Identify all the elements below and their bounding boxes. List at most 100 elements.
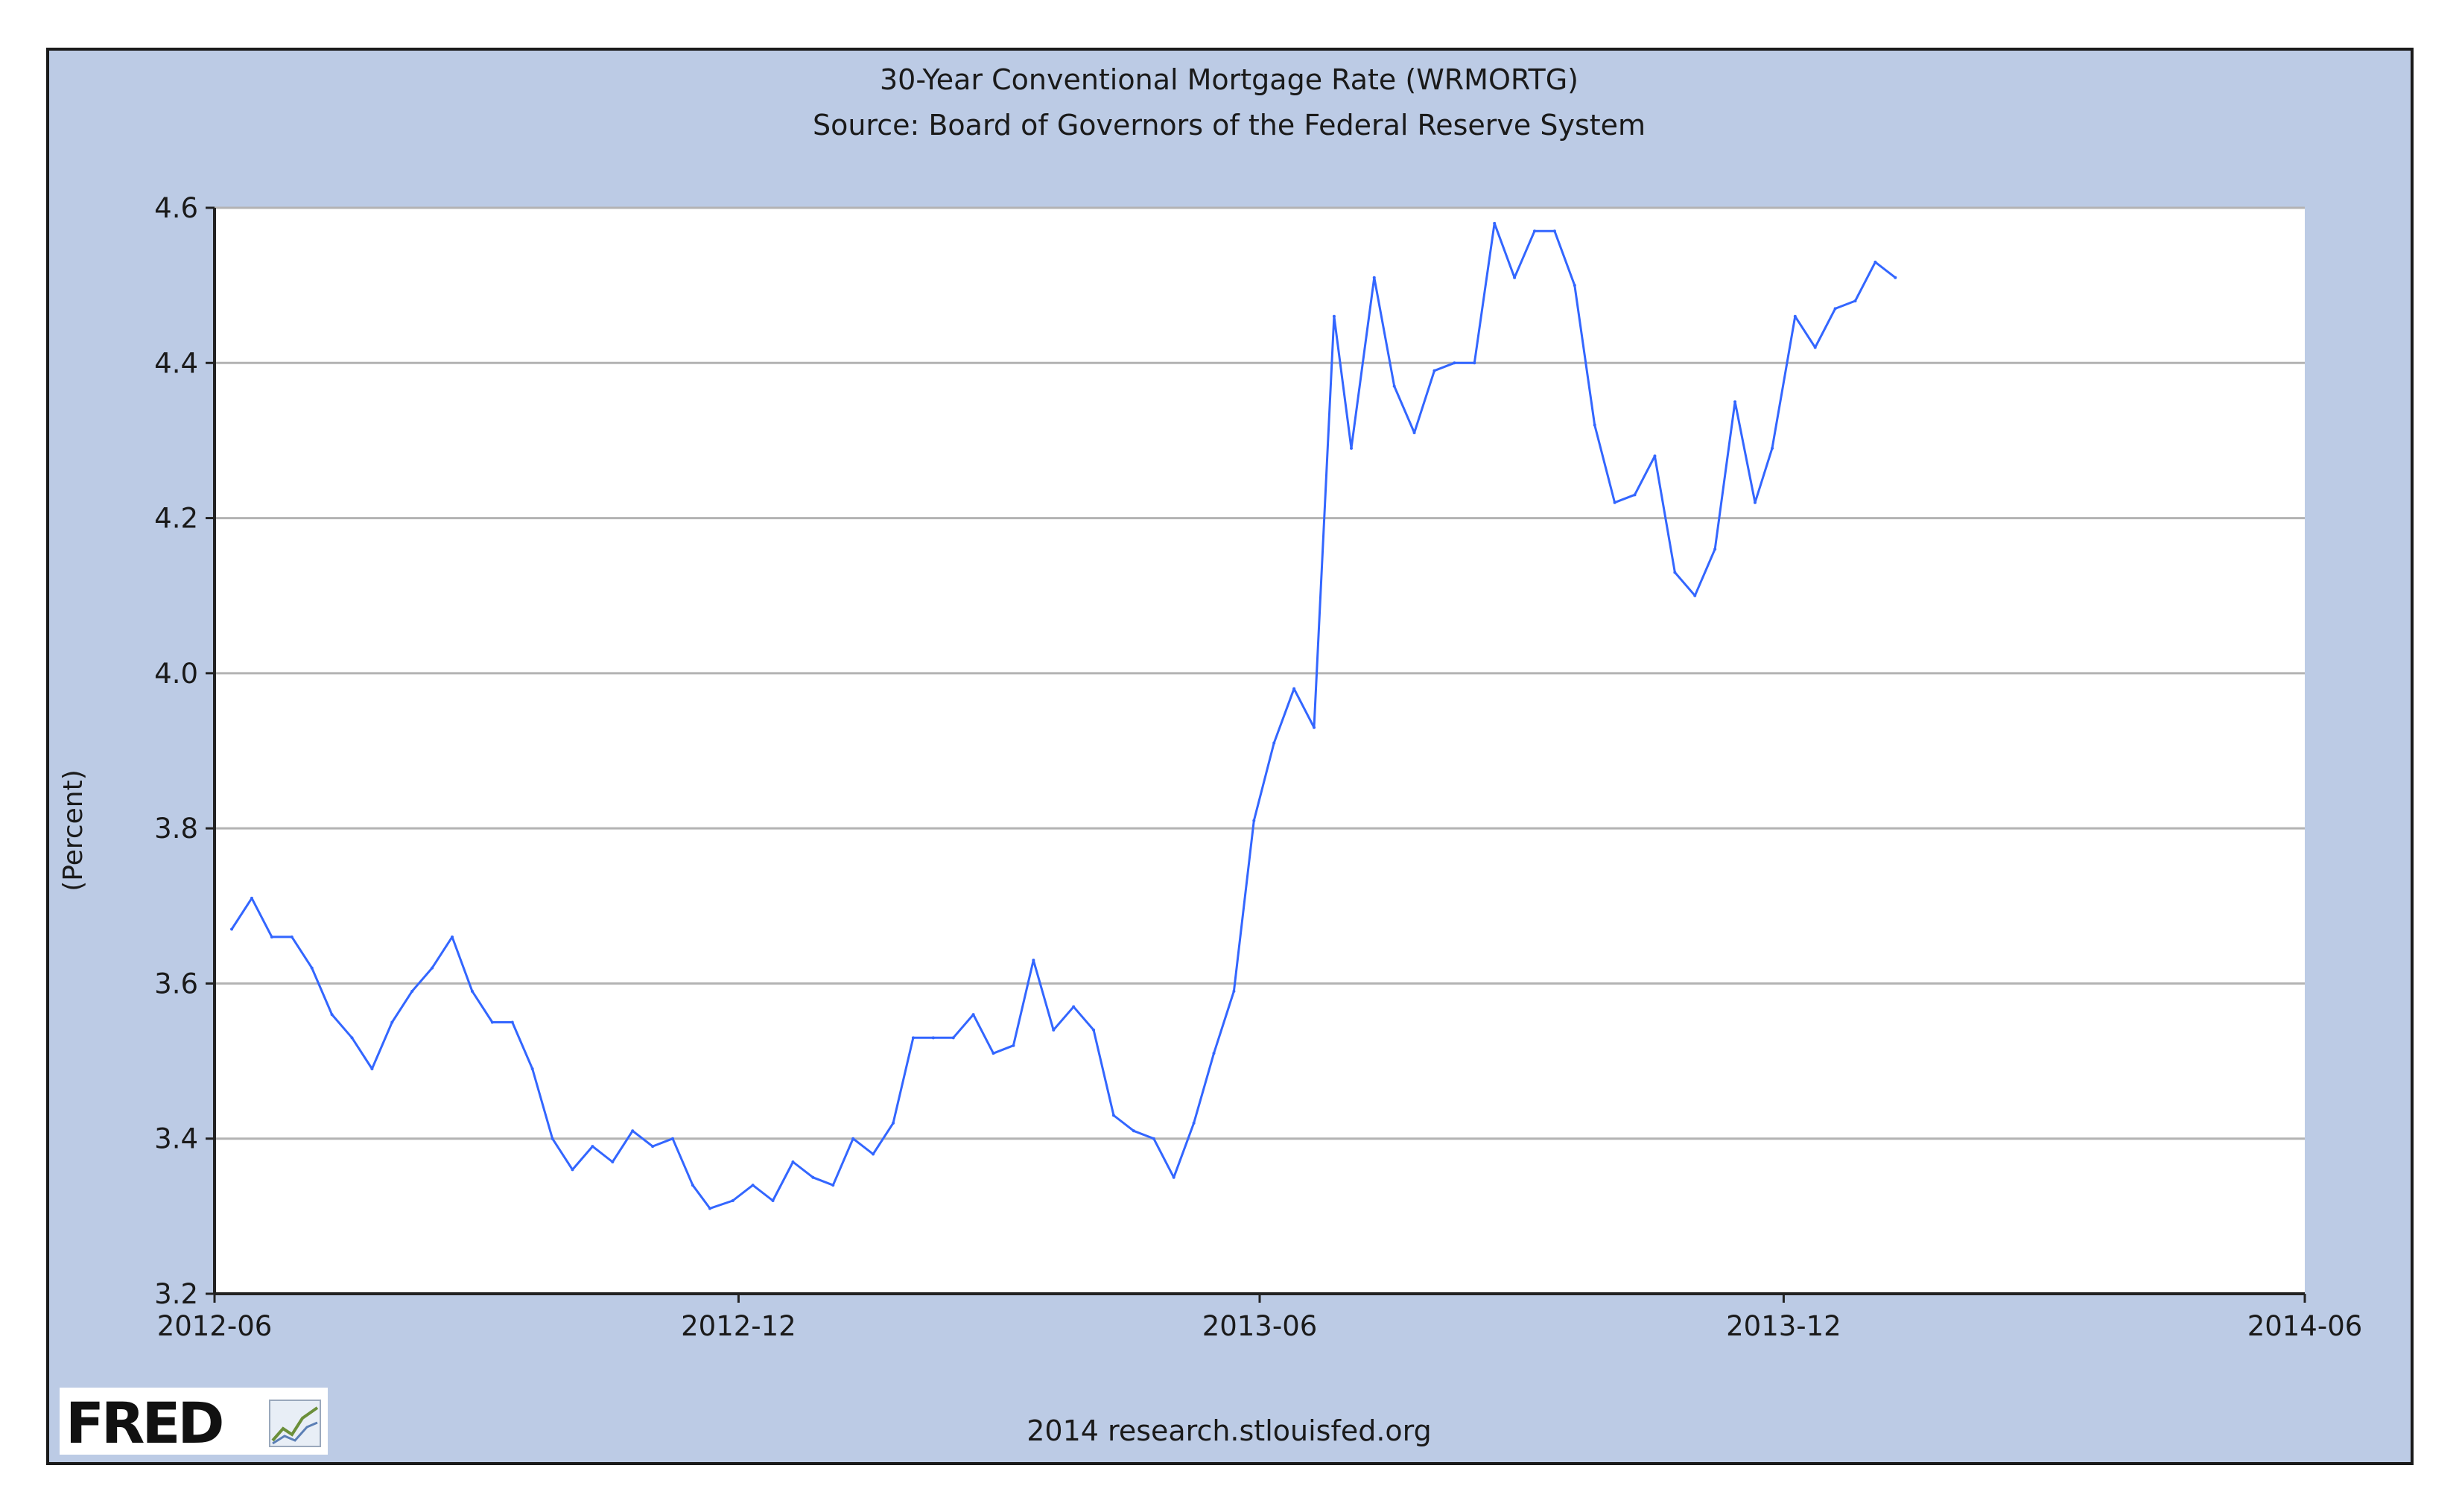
data-point [1713,547,1717,551]
y-axis-tick-labels: 3.2 3.4 3.6 3.8 4.0 4.2 4.4 4.6 [154,192,198,1310]
data-point [1613,501,1616,504]
fred-logo[interactable]: FRED [60,1388,328,1456]
data-point [872,1152,875,1156]
data-point [1793,314,1797,318]
data-point [751,1184,755,1187]
data-point [470,989,474,993]
fred-chart-icon [269,1400,321,1447]
data-point [1372,276,1376,279]
data-point [671,1137,675,1140]
data-point [410,989,414,993]
data-point [310,966,314,970]
axes [213,208,2306,1303]
data-point [851,1137,855,1140]
chart-title: 30-Year Conventional Mortgage Rate (WRMO… [880,63,1578,96]
data-point [691,1184,694,1187]
data-point [270,935,273,938]
chart-subtitle: Source: Board of Governors of the Federa… [813,109,1646,142]
data-point [1833,307,1837,311]
data-point [1292,687,1296,690]
data-point [1332,314,1336,318]
data-point [1212,1052,1216,1055]
data-point [1753,501,1757,504]
x-tick-label: 2013-12 [1726,1310,1841,1342]
x-tick-label: 2013-06 [1202,1310,1318,1342]
data-point [1453,361,1456,365]
data-point [1252,819,1256,822]
x-tick-label: 2014-06 [2247,1310,2363,1342]
data-point [1894,276,1897,279]
data-point [1132,1129,1135,1133]
data-point [1111,1114,1115,1117]
data-point [1552,229,1556,233]
data-point [1412,431,1416,435]
data-point [1152,1137,1155,1140]
data-point [631,1129,635,1133]
data-point [1873,260,1877,264]
data-point [1232,989,1236,993]
x-tick-label: 2012-06 [157,1310,273,1342]
series-line-wrmortg [230,222,1897,1210]
data-point [490,1020,494,1024]
data-point [1513,276,1517,279]
y-tick-label: 4.0 [154,658,198,690]
data-point [771,1199,775,1203]
series-data-points [230,221,1897,1210]
data-point [1172,1175,1175,1179]
data-point [1771,446,1774,450]
data-point [1313,725,1316,729]
y-tick-label: 4.6 [154,192,198,224]
data-point [791,1160,795,1163]
data-point [1012,1044,1015,1047]
data-point [1052,1028,1056,1032]
data-point [911,1036,915,1040]
y-tick-label: 3.6 [154,968,198,1000]
gridlines [206,206,2305,1295]
plot-area [215,208,2305,1294]
data-point [1853,299,1857,302]
data-point [991,1052,995,1055]
data-point [708,1207,711,1210]
data-point [451,935,454,938]
data-point [350,1036,354,1040]
data-point [951,1036,955,1040]
data-point [971,1013,975,1017]
y-tick-label: 4.2 [154,503,198,535]
data-point [1272,741,1276,745]
data-point [230,927,234,931]
y-tick-label: 3.8 [154,813,198,845]
x-axis-tick-labels: 2012-06 2012-12 2013-06 2013-12 2014-06 [157,1310,2363,1342]
data-point [530,1067,534,1070]
data-point [591,1145,594,1149]
data-point [1533,229,1537,233]
data-point [1092,1028,1096,1032]
data-point [1693,594,1697,597]
data-point [931,1036,935,1040]
data-point [390,1020,394,1024]
data-point [891,1121,895,1125]
data-point [651,1145,655,1149]
data-point [1473,361,1476,365]
x-tick-label: 2012-12 [681,1310,796,1342]
y-tick-label: 4.4 [154,347,198,379]
data-point [831,1184,835,1187]
data-point [1633,493,1637,497]
data-point [731,1199,734,1203]
y-tick-label: 3.4 [154,1123,198,1155]
data-point [1072,1005,1076,1008]
data-point [1392,384,1396,388]
data-point [330,1013,334,1017]
data-point [551,1137,554,1140]
data-point [250,896,253,900]
data-point [1653,454,1657,458]
data-point [370,1067,374,1070]
footer-credit[interactable]: 2014 research.stlouisfed.org [1027,1414,1432,1447]
data-point [1733,400,1737,404]
data-point [1350,446,1354,450]
data-point [1593,423,1596,427]
data-point [1493,221,1497,225]
data-point [1673,571,1677,574]
data-point [510,1020,514,1024]
y-tick-label: 3.2 [154,1278,198,1310]
